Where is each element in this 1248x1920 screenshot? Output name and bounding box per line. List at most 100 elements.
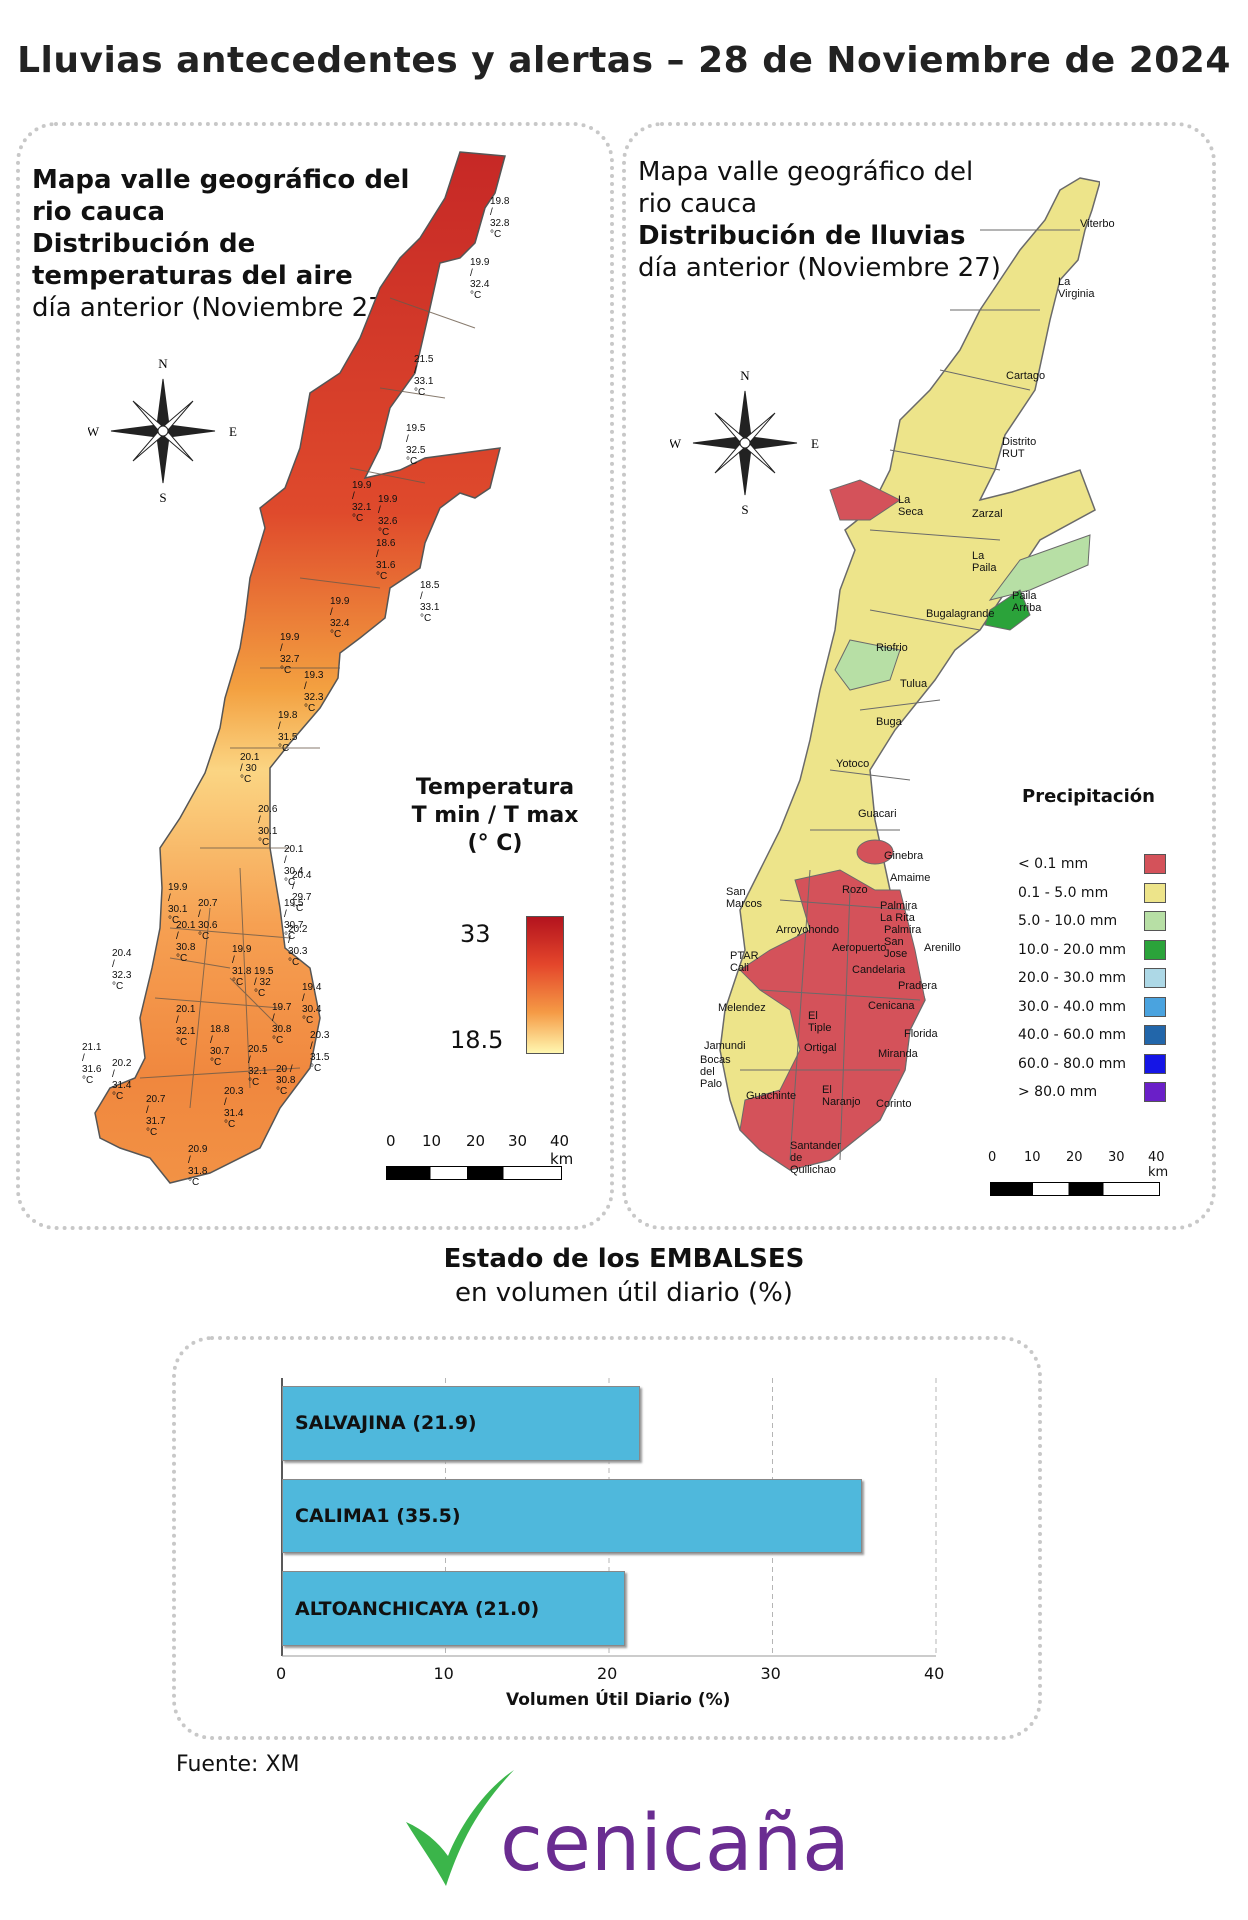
place-label: El Naranjo	[822, 1084, 861, 1108]
station-label: 19.8 / 32.8 °C	[490, 196, 510, 240]
rain-zone-dry	[829, 479, 901, 521]
precipitation-legend-swatch	[1144, 939, 1166, 960]
place-label: Guachinte	[746, 1090, 797, 1102]
precipitation-legend-label: 40.0 - 60.0 mm	[1018, 1027, 1127, 1043]
station-label: 20.1 / 30.4 °C	[284, 844, 304, 888]
precipitation-legend-label: 5.0 - 10.0 mm	[1018, 913, 1118, 929]
compass-e: E	[811, 436, 819, 451]
rainfall-map	[719, 177, 1100, 1171]
temperature-map	[94, 151, 506, 1184]
precipitation-legend-swatch	[1144, 996, 1166, 1017]
station-label: 19.9 / 32.7 °C	[280, 632, 300, 676]
rainfall-panel-title: Mapa valle geográfico del rio cauca Dist…	[638, 156, 1038, 284]
scale-label: 40 km	[550, 1132, 574, 1168]
scale-label: 30	[508, 1132, 528, 1150]
place-label: Buga	[876, 716, 902, 728]
station-label: 18.8 / 30.7 °C	[210, 1024, 230, 1068]
place-label: Arroyohondo	[776, 924, 839, 936]
precipitation-legend-label: < 0.1 mm	[1018, 856, 1089, 872]
station-label: 19.9 / 32.6 °C	[378, 494, 398, 538]
station-label: 20.2 / 31.4 °C	[112, 1058, 132, 1102]
station-label: 19.5 / 32.5 °C	[406, 423, 426, 467]
place-label: Riofrio	[876, 642, 908, 654]
place-label: Candelaria	[852, 964, 906, 976]
precipitation-legend-item: < 0.1 mm	[1018, 854, 1178, 874]
station-label: 19.8 / 31.5 °C	[278, 710, 298, 754]
temp-legend-line1: Temperatura	[415, 775, 575, 800]
scale-label: 20	[466, 1132, 486, 1150]
place-label: Bocas del Palo	[700, 1054, 731, 1090]
compass-n: N	[158, 356, 168, 371]
station-label: 20.4 / 32.3 °C	[112, 948, 132, 992]
temp-title-line2: rio cauca	[32, 197, 166, 227]
precipitation-legend-item: 40.0 - 60.0 mm	[1018, 1025, 1178, 1045]
temperature-color-bar	[526, 916, 564, 1054]
scale-label: 40 km	[1148, 1150, 1169, 1180]
cenicana-logo: cenicaña	[406, 1770, 850, 1889]
compass-w: W	[670, 436, 682, 451]
place-label: Jamundi	[704, 1040, 746, 1052]
station-label: 19.9 / 32.4 °C	[330, 596, 350, 640]
station-label: 21.1 / 31.6 °C	[82, 1042, 102, 1086]
reservoir-x-label: Volumen Útil Diario (%)	[506, 1690, 731, 1710]
place-label: Paila Arriba	[1012, 590, 1042, 614]
place-label: Pradera	[898, 980, 938, 992]
rain-zone-moderate	[834, 639, 901, 691]
station-label: 18.6 / 31.6 °C	[376, 538, 396, 582]
temp-legend-min: 18.5	[450, 1026, 504, 1054]
place-label: PTAR Cali	[730, 950, 759, 974]
page-title: Lluvias antecedentes y alertas – 28 de N…	[17, 40, 1231, 81]
compass-s: S	[159, 490, 166, 505]
station-label: 21.5 / 33.1 °C	[414, 354, 434, 398]
scale-label: 30	[1108, 1150, 1125, 1165]
rain-title-line1: Mapa valle geográfico del	[638, 157, 974, 187]
place-label: Corinto	[876, 1098, 912, 1110]
precipitation-legend-label: 20.0 - 30.0 mm	[1018, 970, 1127, 986]
station-label: 20.3 / 31.4 °C	[224, 1086, 244, 1130]
rainfall-panel	[622, 122, 1216, 1230]
station-label: 20.3 / 31.5 °C	[310, 1030, 330, 1074]
scale-label: 10	[422, 1132, 442, 1150]
reservoir-bar-label: CALIMA1 (35.5)	[295, 1504, 461, 1527]
x-tick-label: 0	[276, 1664, 287, 1683]
compass-rose-icon: N S W E	[670, 368, 819, 517]
station-label: 20.5 / 32.1 °C	[248, 1044, 268, 1088]
place-label: Palmira La Rita	[880, 900, 918, 924]
precipitation-legend: < 0.1 mm 0.1 - 5.0 mm 5.0 - 10.0 mm 10.0 - …	[1018, 854, 1178, 1104]
precipitation-legend-label: 30.0 - 40.0 mm	[1018, 998, 1127, 1015]
temp-title-line3: Distribución de	[32, 229, 256, 259]
scale-label: 0	[988, 1150, 997, 1165]
precipitation-legend-swatch	[1144, 882, 1166, 903]
temp-legend-max: 33	[460, 920, 491, 948]
precipitation-legend-swatch	[1144, 854, 1166, 874]
temp-title-line5: día anterior (Noviembre 27)	[32, 293, 395, 323]
place-label: Yotoco	[836, 758, 870, 770]
rain-title-line3: Distribución de lluvias	[638, 221, 966, 251]
temperature-panel-title: Mapa valle geográfico del rio cauca Dist…	[32, 164, 412, 324]
station-label: 20 / 30.8 °C	[276, 1064, 296, 1097]
place-label: La Virginia	[1058, 276, 1095, 300]
reservoir-bar: CALIMA1 (35.5)	[282, 1478, 863, 1554]
place-label: Viterbo	[1080, 218, 1115, 230]
precipitation-legend-swatch	[1144, 1053, 1166, 1074]
place-label: Tulua	[900, 678, 928, 690]
reservoirs-subtitle: en volumen útil diario (%)	[455, 1278, 793, 1308]
station-label: 20.1 / 30 °C	[240, 752, 260, 785]
place-label: Ginebra	[884, 850, 924, 862]
precipitation-legend-item: > 80.0 mm	[1018, 1082, 1178, 1102]
rain-zone-dry	[856, 839, 894, 865]
compass-rose-icon: N S W E	[88, 356, 237, 505]
place-label: Amaime	[890, 872, 931, 884]
station-label: 20.9 / 31.8 °C	[188, 1144, 208, 1188]
temp-title-line4: temperaturas del aire	[32, 261, 353, 291]
temperature-legend-title: Temperatura T min / T max (° C)	[410, 774, 580, 858]
logo-text: cenicaña	[500, 1799, 850, 1889]
precipitation-legend-label: 60.0 - 80.0 mm	[1018, 1055, 1127, 1072]
cenicana-leaf-icon	[406, 1770, 514, 1886]
precipitation-legend-label: 10.0 - 20.0 mm	[1018, 941, 1127, 958]
precipitation-legend-label: 0.1 - 5.0 mm	[1018, 884, 1109, 901]
x-tick-label: 20	[597, 1664, 618, 1683]
precipitation-legend-label: > 80.0 mm	[1018, 1084, 1098, 1100]
precipitation-legend-swatch	[1144, 1025, 1166, 1045]
station-label: 19.9 / 31.8 °C	[232, 944, 252, 988]
